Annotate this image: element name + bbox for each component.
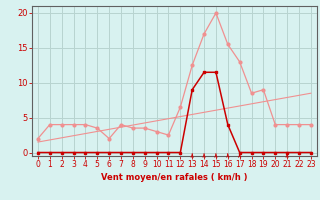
- X-axis label: Vent moyen/en rafales ( km/h ): Vent moyen/en rafales ( km/h ): [101, 173, 248, 182]
